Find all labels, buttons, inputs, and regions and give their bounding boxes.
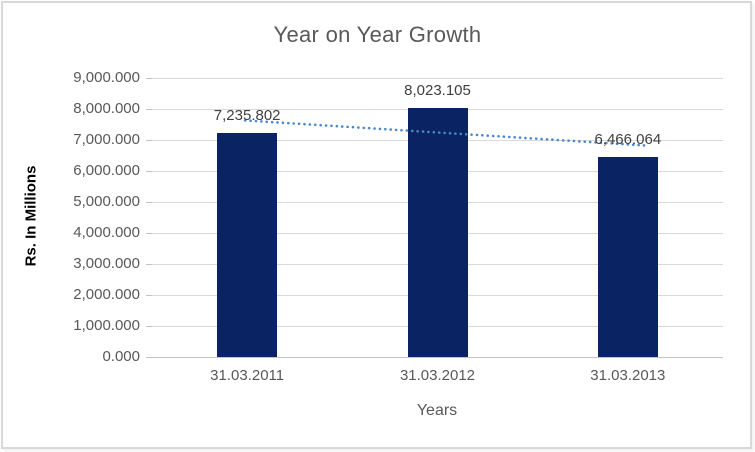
x-tick-label: 31.03.2011: [210, 367, 285, 384]
y-tick-label: 0.000: [102, 348, 140, 365]
x-axis-title: Years: [416, 402, 458, 419]
bar-data-label: 7,235.802: [213, 106, 281, 124]
y-tick-label: 1,000.000: [73, 317, 140, 334]
y-tick-label: 5,000.000: [73, 193, 140, 210]
y-tick-label: 7,000.000: [73, 131, 140, 148]
chart-title: Year on Year Growth: [273, 22, 482, 47]
y-tick-label: 9,000.000: [73, 69, 140, 86]
y-tick-mark: [146, 233, 152, 234]
y-tick-label: 8,000.000: [73, 100, 140, 117]
y-tick-mark: [146, 202, 152, 203]
x-tick-label: 31.03.2012: [399, 367, 476, 384]
bar: [217, 132, 278, 357]
y-tick-mark: [146, 264, 152, 265]
bar-data-label: 8,023.105: [404, 82, 471, 100]
y-tick-label: 3,000.000: [73, 255, 140, 272]
y-tick-mark: [146, 140, 152, 141]
gridline: [152, 78, 723, 79]
x-tick-label: 31.03.2013: [590, 367, 666, 384]
y-tick-mark: [146, 171, 152, 172]
x-axis-line: [152, 357, 723, 358]
bar: [597, 156, 658, 357]
bar-data-label: 6,466.064: [594, 130, 662, 148]
y-tick-mark: [146, 295, 152, 296]
y-tick-label: 2,000.000: [73, 286, 140, 303]
y-tick-label: 6,000.000: [73, 162, 140, 179]
y-tick-mark: [146, 109, 152, 110]
y-tick-mark: [146, 78, 152, 79]
y-tick-mark: [146, 357, 152, 358]
bar: [407, 108, 468, 357]
y-tick-mark: [146, 326, 152, 327]
y-tick-label: 4,000.000: [73, 224, 140, 241]
